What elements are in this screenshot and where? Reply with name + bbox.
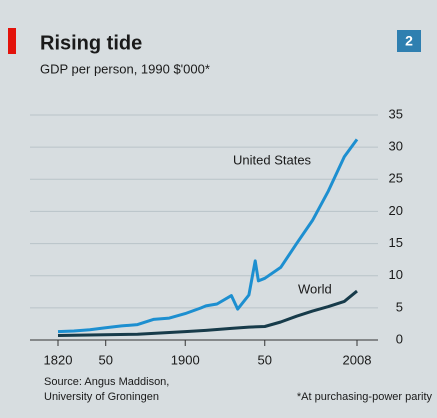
source: Source: Angus Maddison, xyxy=(44,376,169,388)
badge-box xyxy=(397,30,421,52)
x-tick-label: 50 xyxy=(98,352,112,367)
x-tick-label: 1900 xyxy=(171,352,200,367)
legend-label: World xyxy=(298,281,332,296)
red-tab xyxy=(8,28,16,54)
y-tick-label: 20 xyxy=(389,203,403,218)
line xyxy=(57,289,358,337)
y-tick-label: 15 xyxy=(389,235,403,250)
y-tick-label: 25 xyxy=(389,171,403,186)
chart-title: Rising tide xyxy=(40,32,142,54)
y-tick-label: 0 xyxy=(396,331,403,346)
badge: 2 xyxy=(405,33,413,49)
x-tick-label: 50 xyxy=(258,352,272,367)
y-tick-label: 5 xyxy=(396,299,403,314)
y-tick-label: 30 xyxy=(389,139,403,154)
x-tick-label: 2008 xyxy=(343,352,372,367)
y-tick-label: 10 xyxy=(389,267,403,282)
line xyxy=(57,138,359,334)
subtitle: GDP per person, 1990 $'000* xyxy=(40,61,210,76)
footnote: *At purchasing-power parity xyxy=(297,391,433,403)
legend-label: United States xyxy=(233,152,312,167)
x-tick-label: 1820 xyxy=(44,352,73,367)
y-tick-label: 35 xyxy=(389,106,403,121)
source: University of Groningen xyxy=(44,391,159,403)
